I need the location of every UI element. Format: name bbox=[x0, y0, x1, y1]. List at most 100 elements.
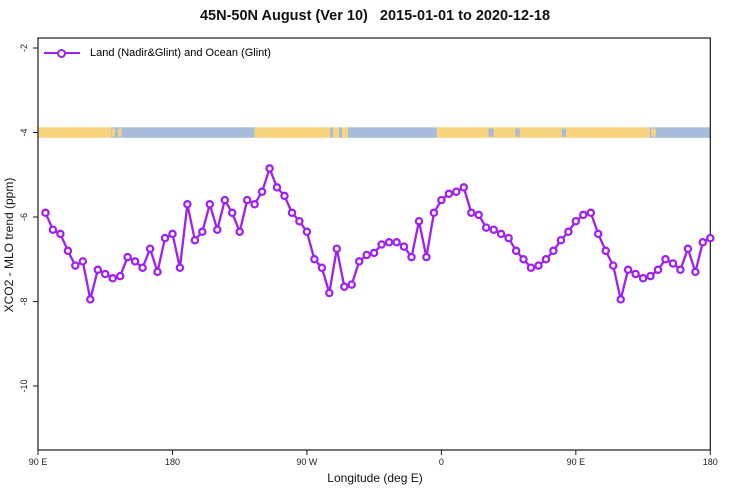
data-point bbox=[631, 269, 640, 279]
data-point bbox=[691, 267, 700, 277]
data-point bbox=[496, 229, 506, 239]
surface-band-land bbox=[342, 127, 349, 138]
surface-band-ocean bbox=[348, 127, 437, 138]
data-point bbox=[310, 255, 319, 264]
data-point bbox=[683, 244, 693, 253]
data-point bbox=[242, 195, 252, 205]
data-point bbox=[444, 189, 454, 199]
data-point bbox=[601, 246, 610, 256]
data-point bbox=[698, 238, 708, 247]
x-tick-label: 90 E bbox=[29, 457, 48, 467]
y-tick-label: -10 bbox=[19, 379, 29, 392]
data-point bbox=[706, 233, 715, 243]
data-point bbox=[437, 195, 446, 205]
data-point bbox=[354, 257, 364, 266]
data-point bbox=[153, 267, 162, 277]
data-point bbox=[564, 227, 573, 237]
surface-band-land bbox=[254, 127, 331, 138]
data-point bbox=[571, 216, 581, 226]
surface-band-ocean bbox=[649, 127, 711, 138]
data-point bbox=[100, 269, 110, 279]
surface-band-land bbox=[38, 127, 112, 138]
surface-band-ocean bbox=[330, 127, 334, 138]
x-tick-label: 0 bbox=[439, 457, 444, 467]
data-point bbox=[474, 210, 483, 220]
data-point bbox=[489, 225, 498, 234]
data-point bbox=[616, 295, 625, 304]
data-point bbox=[429, 208, 439, 218]
data-point bbox=[213, 225, 222, 234]
data-point bbox=[48, 225, 58, 234]
data-point bbox=[481, 223, 491, 232]
data-point bbox=[377, 240, 386, 249]
data-point bbox=[422, 252, 431, 262]
x-tick-label: 90 E bbox=[567, 457, 586, 467]
data-point bbox=[369, 248, 379, 258]
data-point bbox=[623, 265, 633, 275]
data-point bbox=[407, 252, 416, 262]
data-point bbox=[183, 200, 192, 209]
data-point bbox=[467, 208, 476, 218]
data-point bbox=[115, 271, 125, 281]
data-point bbox=[198, 227, 207, 237]
surface-band-speck-ocean bbox=[561, 128, 567, 137]
y-tick-label: -6 bbox=[19, 213, 29, 221]
data-point bbox=[41, 208, 50, 218]
data-point bbox=[235, 227, 244, 237]
legend-series-marker-icon bbox=[44, 45, 80, 61]
data-point bbox=[608, 261, 618, 270]
data-point bbox=[287, 208, 297, 218]
data-point bbox=[399, 242, 409, 251]
data-point bbox=[295, 216, 304, 226]
x-tick-label: 180 bbox=[165, 457, 180, 467]
y-tick-label: -4 bbox=[19, 128, 29, 136]
data-point bbox=[452, 187, 461, 196]
data-point bbox=[586, 208, 596, 218]
legend-circle-icon bbox=[57, 48, 66, 58]
data-point bbox=[504, 233, 513, 243]
data-point bbox=[123, 252, 132, 262]
data-point bbox=[78, 257, 88, 266]
data-point bbox=[175, 263, 185, 272]
data-point bbox=[556, 235, 566, 245]
data-point bbox=[511, 246, 521, 256]
data-point bbox=[168, 229, 177, 239]
surface-band-speck-ocean bbox=[488, 128, 494, 137]
data-point bbox=[130, 257, 140, 266]
chart-title: 45N-50N August (Ver 10) 2015-01-01 to 20… bbox=[199, 8, 551, 24]
data-point bbox=[534, 261, 543, 270]
data-point bbox=[340, 282, 349, 291]
data-point bbox=[392, 238, 401, 247]
legend: Land (Nadir&Glint) and Ocean (Glint) bbox=[44, 45, 271, 61]
surface-band-land bbox=[333, 127, 340, 138]
surface-band-speck-land bbox=[651, 128, 656, 137]
data-point bbox=[362, 250, 371, 260]
data-point bbox=[519, 255, 528, 264]
surface-band-ocean bbox=[111, 127, 255, 138]
data-point bbox=[257, 187, 267, 196]
data-point bbox=[145, 244, 155, 253]
data-point bbox=[205, 200, 215, 209]
data-point bbox=[676, 265, 685, 275]
surface-band-land bbox=[436, 127, 650, 138]
surface-band-speck-ocean bbox=[515, 128, 520, 137]
data-point bbox=[541, 255, 551, 264]
data-point bbox=[668, 259, 678, 268]
y-axis-label: XCO2 - MLO trend (ppm) bbox=[2, 177, 16, 313]
data-point bbox=[160, 233, 170, 243]
surface-band-ocean bbox=[339, 127, 343, 138]
x-axis-label: Longitude (deg E) bbox=[327, 471, 423, 485]
data-point bbox=[71, 261, 80, 270]
x-tick-label: 90 W bbox=[296, 457, 318, 467]
data-point bbox=[579, 210, 588, 220]
data-point bbox=[265, 164, 274, 173]
data-point bbox=[220, 195, 230, 205]
surface-band-speck-land bbox=[111, 128, 115, 137]
data-point bbox=[302, 227, 312, 237]
y-tick-label: -2 bbox=[19, 44, 29, 52]
data-point bbox=[638, 274, 648, 283]
data-point bbox=[108, 274, 117, 283]
data-point bbox=[272, 183, 282, 192]
data-point bbox=[593, 229, 603, 239]
